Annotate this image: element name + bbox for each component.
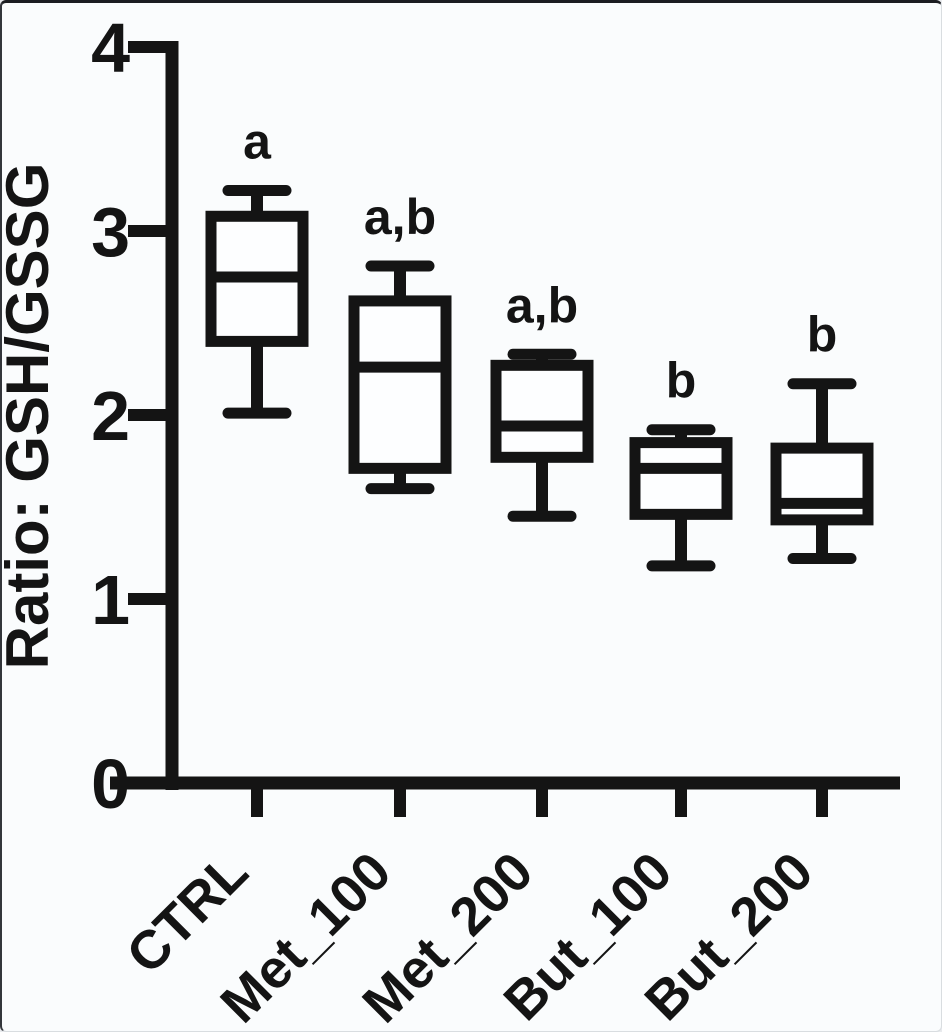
significance-letter: b [807,307,838,363]
significance-letter: a,b [364,189,436,245]
y-tick-label: 0 [91,745,130,823]
box-group-met_100 [348,260,452,495]
box-group-but_200 [770,378,874,565]
y-tick-label: 2 [91,377,130,455]
iqr-box [770,442,874,526]
x-tick-mark [251,783,263,817]
y-tick-label: 1 [91,561,130,639]
y-tick-mark [128,777,172,789]
box-group-ctrl [205,185,309,419]
y-axis-ticks: 0 1 2 3 4 [91,9,172,823]
y-tick-mark [128,409,172,421]
y-tick-mark [128,41,172,53]
box-group-met_200 [490,348,594,522]
iqr-box [348,295,452,474]
y-axis-title: Ratio: GSH/GSSG [2,163,61,670]
significance-letter: a [243,114,272,170]
x-tick-mark [536,783,548,817]
significance-letter: a,b [506,277,578,333]
x-tick-mark [816,783,828,817]
y-tick-mark [128,593,172,605]
box-group-but_100 [629,424,733,572]
x-tick-mark [394,783,406,817]
iqr-box [490,359,594,463]
box-plot-chart: 0 1 2 3 4 a a,b a,b b b CTRLMet_100Met_200But_10… [2,9,900,1031]
x-tick-mark [675,783,687,817]
x-axis-ticks [251,783,828,817]
significance-letters: a a,b a,b b b [243,114,837,409]
y-tick-mark [128,225,172,237]
y-tick-label: 4 [91,9,130,87]
x-axis-spine [110,776,900,790]
y-tick-label: 3 [91,193,130,271]
significance-letter: b [666,353,697,409]
iqr-box [629,437,733,520]
box-series [205,185,874,572]
